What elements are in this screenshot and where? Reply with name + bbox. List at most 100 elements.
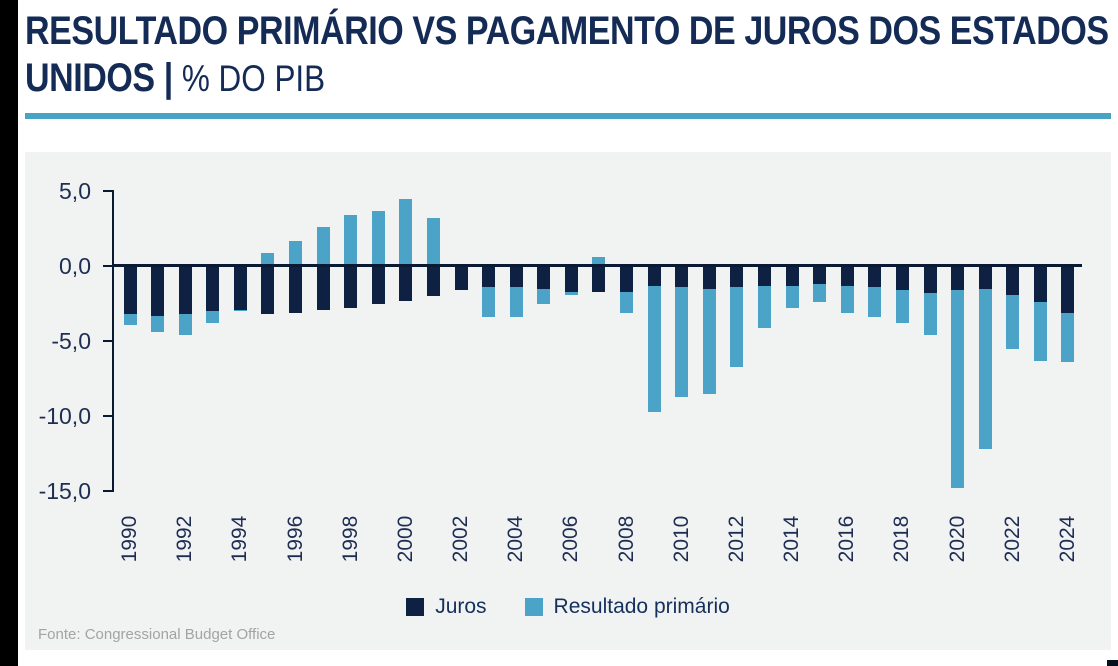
bar-juros-1995	[261, 266, 275, 314]
legend-label: Resultado primário	[553, 595, 730, 618]
x-tick-label-1998: 1998	[338, 515, 362, 563]
y-tick-mark	[103, 340, 113, 342]
x-tick-label-2006: 2006	[559, 515, 583, 563]
bar-resultado-primario-2014	[785, 285, 799, 308]
bar-juros-2010	[675, 266, 689, 287]
x-tick-label-2012: 2012	[724, 515, 748, 563]
legend-label: Juros	[435, 595, 487, 618]
bar-juros-1997	[316, 266, 330, 310]
x-tick-label-1996: 1996	[283, 515, 307, 563]
bar-resultado-primario-1992	[178, 314, 192, 335]
bar-juros-2019	[923, 266, 937, 293]
bar-resultado-primario-1993	[206, 311, 220, 323]
bar-juros-2024	[1061, 266, 1075, 313]
bar-juros-2018	[895, 266, 909, 290]
bar-juros-2017	[868, 266, 882, 287]
y-tick-label: -10,0	[38, 403, 91, 429]
x-tick-label-2022: 2022	[1000, 515, 1024, 563]
bar-juros-2000	[399, 266, 413, 301]
source-note: Fonte: Congressional Budget Office	[38, 626, 276, 643]
bar-resultado-primario-1991	[151, 315, 165, 332]
bar-resultado-primario-1999	[371, 210, 385, 266]
bar-juros-2012	[730, 266, 744, 287]
bar-juros-2004	[509, 266, 523, 287]
bar-juros-2005	[537, 266, 551, 289]
bar-resultado-primario-1990	[123, 314, 137, 325]
bar-juros-2001	[426, 266, 440, 296]
bar-resultado-primario-1996	[289, 240, 303, 266]
bar-resultado-primario-2012	[730, 287, 744, 367]
bar-resultado-primario-2003	[482, 287, 496, 317]
x-tick-label-2014: 2014	[780, 515, 804, 563]
x-tick-label-2000: 2000	[393, 515, 417, 563]
title-line-1: RESULTADO PRIMÁRIO VS PAGAMENTO DE JUROS…	[25, 9, 1109, 53]
x-tick-label-2020: 2020	[945, 515, 969, 563]
bar-juros-2009	[647, 266, 661, 286]
bar-juros-1990	[123, 266, 137, 314]
title-line-2: UNIDOS | % DO PIB	[25, 55, 1079, 102]
bar-juros-2002	[454, 266, 468, 290]
bar-resultado-primario-1994	[233, 309, 247, 311]
bar-resultado-primario-2004	[509, 287, 523, 317]
legend-item-juros: Juros	[406, 595, 487, 618]
bar-resultado-primario-1997	[316, 227, 330, 266]
bar-resultado-primario-2020	[951, 290, 965, 488]
y-axis-line	[112, 190, 114, 492]
bar-juros-2022	[1006, 266, 1020, 295]
y-tick-mark	[103, 415, 113, 417]
x-tick-label-2024: 2024	[1055, 515, 1079, 563]
legend-swatch-icon	[524, 598, 543, 616]
chart-legend: Juros Resultado primário	[25, 596, 1111, 618]
bar-juros-2021	[978, 266, 992, 289]
bar-resultado-primario-2009	[647, 285, 661, 412]
bar-resultado-primario-2007	[592, 257, 606, 266]
accent-divider	[25, 113, 1111, 119]
bar-juros-2023	[1033, 266, 1047, 302]
bar-juros-2015	[813, 266, 827, 284]
bar-juros-1998	[344, 266, 358, 308]
bar-resultado-primario-2024	[1061, 312, 1075, 362]
x-tick-label-2016: 2016	[835, 515, 859, 563]
bar-juros-2016	[840, 266, 854, 286]
bottom-right-frame-chip	[1107, 660, 1118, 666]
bar-juros-2020	[951, 266, 965, 290]
bar-resultado-primario-2023	[1033, 302, 1047, 361]
bar-juros-2013	[758, 266, 772, 286]
legend-swatch-icon	[406, 598, 425, 616]
y-tick-mark	[103, 490, 113, 492]
page-title: RESULTADO PRIMÁRIO VS PAGAMENTO DE JUROS…	[25, 8, 1109, 102]
bar-resultado-primario-2016	[840, 285, 854, 313]
bar-juros-1992	[178, 266, 192, 314]
bar-resultado-primario-2011	[702, 288, 716, 394]
bar-resultado-primario-1998	[344, 215, 358, 266]
x-tick-label-1994: 1994	[228, 515, 252, 563]
bar-resultado-primario-2008	[620, 291, 634, 313]
bar-resultado-primario-2017	[868, 287, 882, 317]
bar-resultado-primario-2006	[564, 291, 578, 295]
y-tick-mark	[103, 265, 113, 267]
y-tick-mark	[103, 190, 113, 192]
chart-panel	[25, 152, 1111, 650]
y-tick-label: 5,0	[59, 178, 91, 204]
x-tick-label-2010: 2010	[669, 515, 693, 563]
x-tick-label-2004: 2004	[504, 515, 528, 563]
x-tick-label-1990: 1990	[118, 515, 141, 563]
title-subtitle: % DO PIB	[181, 58, 326, 99]
title-line-2-strong: UNIDOS |	[25, 56, 173, 100]
x-tick-label-2002: 2002	[449, 515, 473, 563]
bar-juros-1994	[233, 266, 247, 310]
bar-resultado-primario-2015	[813, 284, 827, 302]
zero-baseline	[112, 264, 1082, 267]
bar-resultado-primario-1995	[261, 252, 275, 266]
bar-juros-1993	[206, 266, 220, 311]
bar-juros-1999	[371, 266, 385, 304]
bar-juros-2003	[482, 266, 496, 287]
x-tick-label-2018: 2018	[890, 515, 914, 563]
bar-resultado-primario-2001	[426, 218, 440, 266]
x-tick-label-1992: 1992	[173, 515, 197, 563]
y-tick-label: -15,0	[38, 478, 91, 504]
bar-resultado-primario-2018	[895, 290, 909, 323]
bar-juros-2011	[702, 266, 716, 289]
